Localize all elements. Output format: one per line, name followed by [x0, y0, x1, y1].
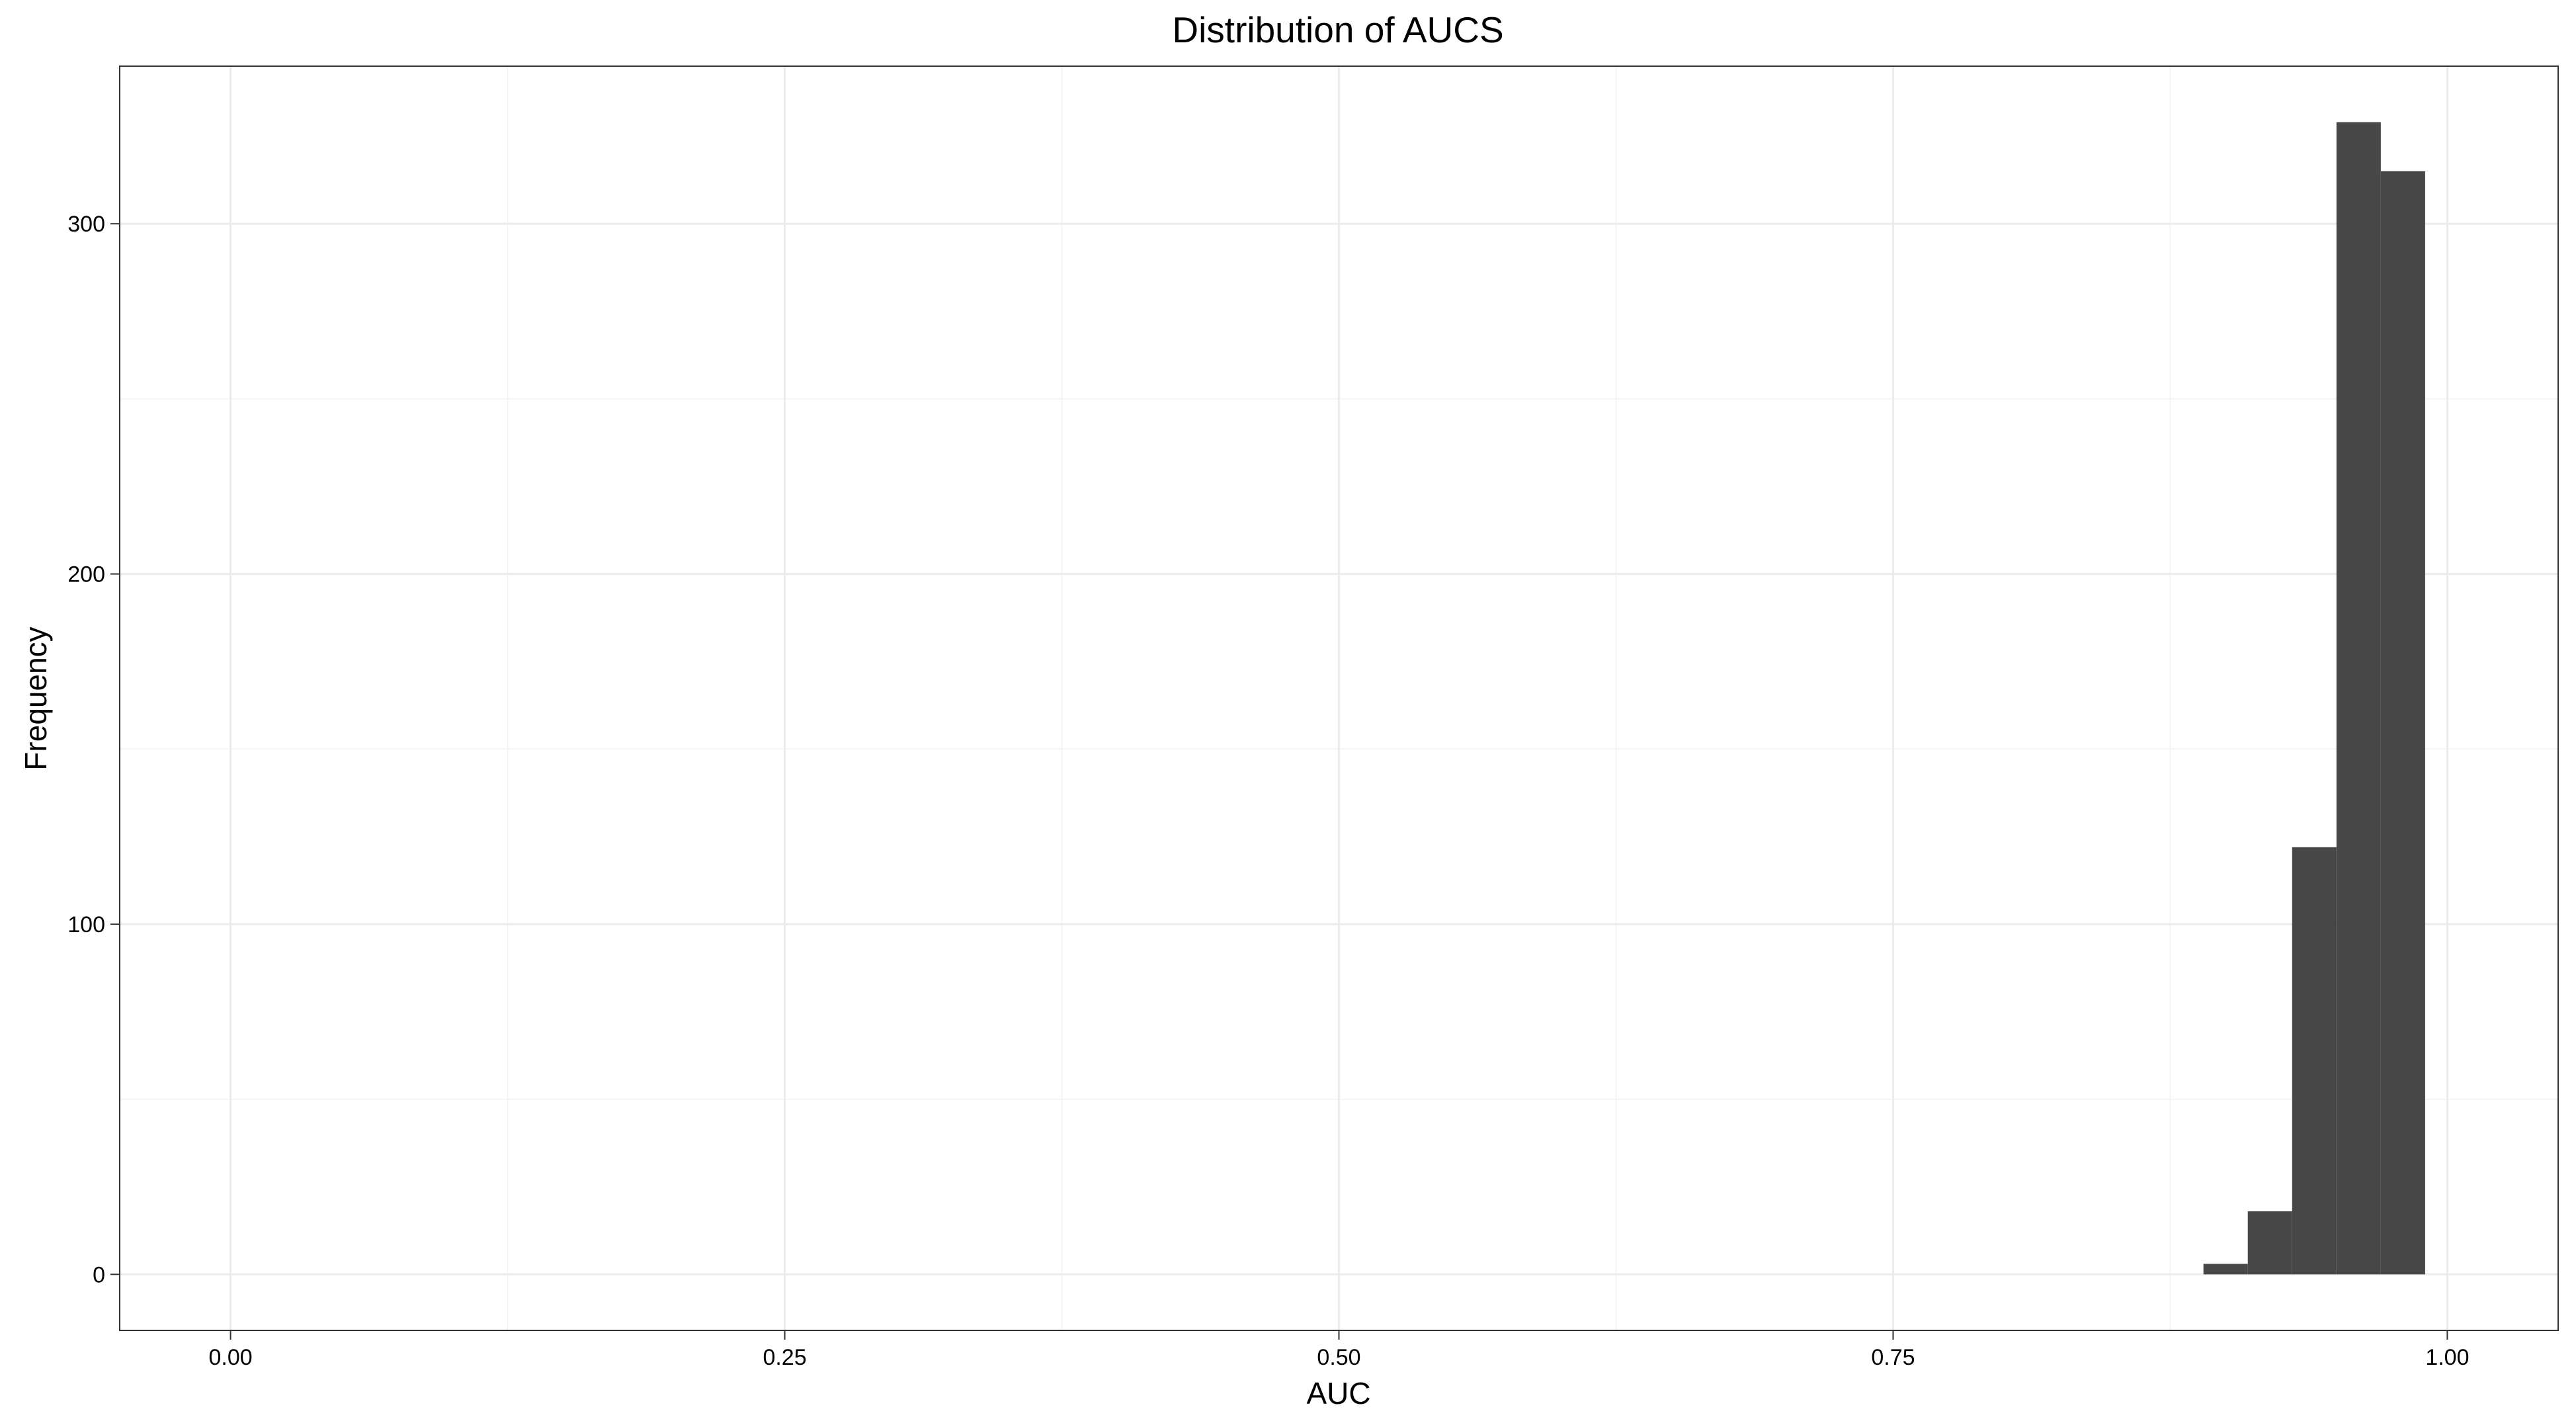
histogram-bars: [2203, 122, 2425, 1275]
x-axis-title: AUC: [1306, 1376, 1370, 1410]
x-tick-label: 0.00: [208, 1345, 252, 1370]
histogram-bar: [2247, 1211, 2292, 1275]
histogram-bar: [2336, 122, 2381, 1275]
y-axis-ticks: 0 100 200 300: [67, 212, 120, 1287]
x-tick-label: 0.75: [1871, 1345, 1915, 1370]
histogram-bar: [2292, 847, 2337, 1275]
histogram-bar: [2203, 1264, 2248, 1275]
y-tick-label: 200: [67, 562, 105, 587]
x-axis-ticks: 0.00 0.25 0.50 0.75 1.00: [208, 1330, 2470, 1370]
y-tick-label: 0: [93, 1262, 105, 1287]
major-gridlines: [120, 66, 2558, 1330]
y-tick-label: 100: [67, 912, 105, 937]
y-axis-title: Frequency: [19, 626, 53, 770]
x-tick-label: 0.50: [1317, 1345, 1360, 1370]
x-tick-label: 1.00: [2425, 1345, 2469, 1370]
histogram-bar: [2380, 171, 2425, 1275]
chart-title: Distribution of AUCS: [1172, 9, 1503, 50]
x-tick-label: 0.25: [763, 1345, 806, 1370]
y-tick-label: 300: [67, 212, 105, 237]
